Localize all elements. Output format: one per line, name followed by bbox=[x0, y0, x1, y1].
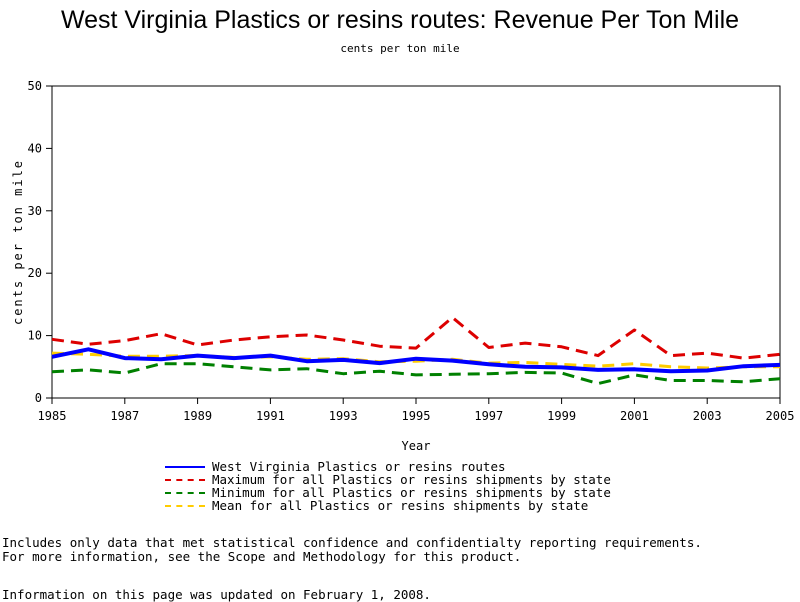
series-line-min bbox=[51, 362, 781, 386]
legend-swatch-mean bbox=[165, 505, 205, 507]
y-tick-label: 20 bbox=[28, 266, 42, 280]
x-tick-label: 1993 bbox=[329, 409, 358, 423]
footnote-line-2: For more information, see the Scope and … bbox=[2, 549, 522, 564]
plot-frame bbox=[51, 85, 781, 399]
legend-label-wv: West Virginia Plastics or resins routes bbox=[212, 459, 506, 474]
x-tick-label: 1999 bbox=[547, 409, 576, 423]
x-axis-label: Year bbox=[402, 439, 431, 453]
x-tick-label: 1989 bbox=[183, 409, 212, 423]
legend-swatch-max bbox=[165, 479, 205, 481]
legend-swatch-wv bbox=[165, 466, 205, 468]
series-line-mean bbox=[51, 351, 780, 370]
line-chart: 1985 1987 1989 1991 1993 1995 1997 1999 2001 2003… bbox=[11, 79, 795, 453]
y-axis-label: cents per ton mile bbox=[11, 159, 25, 325]
y-tick-label: 0 bbox=[35, 391, 42, 405]
x-tick-label: 1997 bbox=[474, 409, 503, 423]
y-tick-label: 50 bbox=[28, 79, 42, 93]
series-line-max bbox=[51, 316, 781, 360]
chart-series bbox=[51, 316, 781, 386]
y-tick-label: 40 bbox=[28, 141, 42, 155]
x-tick-label: 1987 bbox=[110, 409, 139, 423]
x-tick-label: 1991 bbox=[256, 409, 285, 423]
y-tick-label: 10 bbox=[28, 329, 42, 343]
chart-title: West Virginia Plastics or resins routes:… bbox=[60, 6, 740, 34]
legend-label-min: Minimum for all Plastics or resins shipm… bbox=[212, 485, 611, 500]
x-tick-label: 1985 bbox=[38, 409, 67, 423]
x-tick-label: 1995 bbox=[402, 409, 431, 423]
x-tick-label: 2005 bbox=[766, 409, 795, 423]
x-tick-label: 2003 bbox=[693, 409, 722, 423]
footnotes: Includes only data that met statistical … bbox=[2, 536, 702, 564]
y-tick-label: 30 bbox=[28, 204, 42, 218]
legend-swatch-min bbox=[165, 492, 205, 494]
footnote-line-1: Includes only data that met statistical … bbox=[2, 535, 702, 550]
chart-subtitle: cents per ton mile bbox=[340, 42, 460, 55]
series-line-wv bbox=[51, 347, 781, 374]
x-tick-label: 2001 bbox=[620, 409, 649, 423]
chart-axes: 1985 1987 1989 1991 1993 1995 1997 1999 2001 2003… bbox=[28, 79, 795, 423]
legend-label-max: Maximum for all Plastics or resins shipm… bbox=[212, 472, 611, 487]
legend-label-mean: Mean for all Plastics or resins shipment… bbox=[212, 498, 589, 513]
updated-note: Information on this page was updated on … bbox=[2, 587, 431, 602]
